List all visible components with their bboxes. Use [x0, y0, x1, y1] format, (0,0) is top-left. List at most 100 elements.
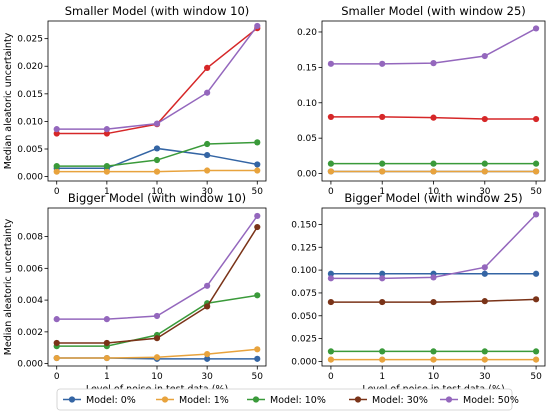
x-tick-label: 10 — [151, 372, 163, 382]
x-tick-label: 30 — [201, 187, 213, 197]
y-tick-label: 0.000 — [17, 360, 43, 370]
chart-title: Smaller Model (with window 25) — [341, 4, 526, 18]
data-point — [532, 168, 540, 175]
data-point — [481, 264, 488, 271]
series-line — [56, 25, 258, 130]
legend-swatch-marker — [161, 396, 169, 403]
data-point — [103, 126, 110, 133]
legend-swatch-marker — [68, 396, 76, 403]
data-point — [481, 168, 488, 175]
x-tick-label: 50 — [530, 187, 542, 197]
data-point — [430, 356, 437, 363]
legend-swatch-marker — [354, 396, 362, 403]
data-point — [204, 151, 211, 159]
y-tick-label: 0.010 — [17, 117, 43, 127]
data-point — [153, 120, 161, 127]
y-tick-label: 0.100 — [291, 266, 317, 276]
y-axis-label: Median aleatoric uncertainty — [3, 32, 14, 169]
x-tick-label: 0 — [54, 187, 60, 197]
data-point — [327, 60, 335, 67]
series-line — [56, 226, 258, 344]
data-point — [327, 160, 335, 167]
data-point — [430, 114, 437, 121]
chart-panel-3: Bigger Model (with window 10) 0.000 0.002 0… — [3, 191, 267, 395]
data-point — [532, 115, 540, 123]
x-tick-label: 1 — [104, 372, 110, 382]
data-point — [379, 298, 386, 306]
y-tick-label: 0.006 — [17, 264, 43, 274]
legend-label: Model: 0% — [86, 395, 136, 406]
data-point — [327, 348, 335, 355]
series-line — [330, 27, 537, 65]
data-point — [153, 156, 161, 164]
y-tick-label: 0.15 — [297, 63, 317, 73]
y-tick-label: 0.05 — [297, 134, 317, 144]
data-point — [204, 64, 211, 71]
legend-swatch-marker — [445, 396, 453, 403]
data-point — [430, 168, 437, 175]
data-point — [481, 115, 488, 123]
data-point — [254, 223, 261, 231]
series-line — [56, 27, 258, 135]
data-point — [153, 335, 161, 342]
x-tick-label: 50 — [252, 372, 264, 382]
x-tick-label: 1 — [104, 187, 110, 197]
data-point — [481, 298, 488, 305]
y-tick-label: 0.002 — [17, 328, 43, 338]
data-point — [379, 348, 386, 355]
data-point — [430, 160, 437, 167]
data-point — [204, 303, 211, 310]
data-point — [254, 346, 261, 353]
data-point — [103, 163, 110, 170]
data-point — [481, 160, 488, 167]
data-point — [153, 354, 161, 361]
panels: Smaller Model (with window 10)0.0000.005… — [3, 4, 546, 395]
legend-label: Model: 50% — [463, 395, 519, 406]
data-point — [254, 139, 261, 146]
y-tick-label: 0.005 — [17, 145, 43, 155]
series-line — [330, 213, 537, 280]
legend-entry: Model: 0% — [63, 395, 136, 406]
data-point — [204, 350, 211, 358]
data-point — [532, 356, 540, 363]
data-point — [327, 270, 335, 277]
y-tick-label: 0.150 — [291, 220, 317, 230]
data-point — [204, 282, 211, 289]
data-point — [379, 270, 386, 277]
data-point — [481, 348, 488, 355]
data-point — [327, 168, 335, 175]
data-point — [103, 168, 110, 175]
chart-title: Bigger Model (with window 25) — [344, 191, 522, 205]
data-point — [204, 167, 211, 174]
data-point — [53, 354, 60, 362]
data-point — [53, 168, 60, 175]
data-point — [327, 298, 335, 306]
data-point — [254, 355, 261, 362]
legend-swatch-marker — [252, 396, 260, 403]
x-tick-label: 1 — [379, 187, 385, 197]
data-point — [153, 168, 161, 175]
data-point — [532, 348, 540, 355]
y-axis-label: Median aleatoric uncertainty — [3, 218, 14, 355]
y-tick-label: 0.008 — [17, 233, 43, 243]
x-tick-label: 30 — [479, 187, 491, 197]
data-point — [379, 168, 386, 175]
chart-panel-1: Smaller Model (with window 10) 0.000 0.005… — [3, 4, 267, 197]
data-point — [53, 126, 60, 133]
data-point — [379, 113, 386, 121]
data-point — [430, 348, 437, 355]
x-tick-label: 30 — [479, 372, 491, 382]
data-point — [53, 130, 60, 137]
data-point — [327, 356, 335, 363]
data-point — [153, 312, 161, 320]
data-point — [153, 145, 161, 152]
data-point — [327, 113, 335, 121]
data-point — [254, 22, 261, 30]
axes-frame — [321, 207, 546, 367]
chart-panel-4: Bigger Model (with window 25) 0.000 0.025 0… — [291, 191, 546, 395]
data-point — [103, 316, 110, 323]
data-point — [379, 160, 386, 167]
data-point — [103, 354, 110, 362]
y-tick-label: 0.004 — [17, 296, 43, 306]
